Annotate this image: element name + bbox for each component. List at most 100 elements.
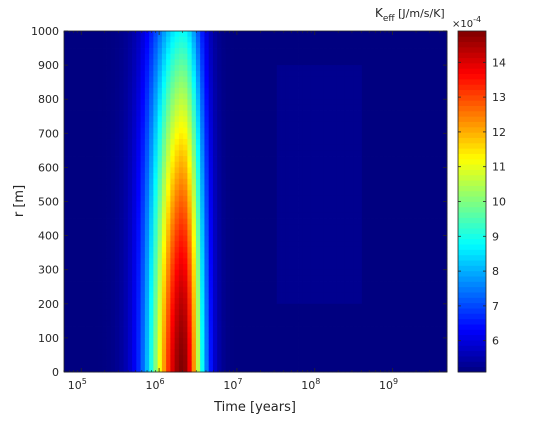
heatmap-cell	[144, 184, 150, 191]
heatmap-cell	[229, 150, 235, 157]
heatmap-cell	[289, 360, 295, 367]
heatmap-cell	[178, 343, 184, 350]
heatmap-cell	[340, 178, 346, 185]
heatmap-cell	[276, 65, 282, 72]
heatmap-cell	[387, 264, 393, 271]
heatmap-cell	[246, 99, 252, 106]
heatmap-cell	[319, 315, 324, 322]
heatmap-cell	[289, 246, 295, 254]
heatmap-cell	[123, 190, 129, 197]
heatmap-cell	[404, 70, 410, 77]
heatmap-cell	[315, 241, 320, 248]
heatmap-cell	[161, 53, 167, 60]
heatmap-cell	[353, 366, 359, 373]
heatmap-cell	[319, 269, 324, 276]
heatmap-cell	[110, 212, 116, 219]
heatmap-cell	[400, 264, 405, 271]
heatmap-cell	[123, 31, 129, 38]
heatmap-cell	[315, 104, 320, 111]
heatmap-cell	[119, 224, 124, 231]
heatmap-cell	[404, 76, 410, 83]
heatmap-cell	[281, 42, 286, 49]
heatmap-cell	[383, 178, 388, 185]
heatmap-cell	[200, 184, 205, 191]
heatmap-cell	[327, 87, 333, 94]
heatmap-cell	[268, 190, 273, 197]
heatmap-cell	[106, 99, 112, 106]
heatmap-cell	[76, 76, 82, 83]
heatmap-cell	[255, 354, 261, 362]
heatmap-cell	[161, 366, 167, 373]
heatmap-cell	[353, 212, 359, 219]
heatmap-cell	[195, 184, 201, 191]
heatmap-cell	[323, 235, 329, 242]
heatmap-cell	[98, 138, 103, 146]
heatmap-cell	[242, 320, 248, 327]
heatmap-cell	[289, 53, 295, 60]
heatmap-cell	[357, 309, 363, 316]
heatmap-cell	[387, 121, 393, 129]
heatmap-cell	[81, 93, 86, 100]
heatmap-cell	[417, 99, 422, 106]
heatmap-cell	[157, 82, 163, 89]
heatmap-cell	[374, 303, 380, 310]
heatmap-cell	[315, 264, 320, 271]
heatmap-cell	[357, 36, 363, 43]
heatmap-cell	[255, 76, 261, 83]
heatmap-cell	[293, 264, 299, 271]
heatmap-cell	[289, 281, 295, 288]
heatmap-cell	[93, 59, 99, 66]
heatmap-cell	[72, 320, 78, 327]
heatmap-cell	[89, 87, 95, 94]
heatmap-cell	[298, 42, 303, 49]
heatmap-cell	[340, 281, 346, 288]
heatmap-cell	[302, 235, 307, 242]
heatmap-cell	[302, 258, 307, 265]
heatmap-cell	[374, 315, 380, 322]
heatmap-cell	[132, 190, 137, 197]
heatmap-cell	[246, 275, 252, 282]
heatmap-cell	[85, 178, 90, 185]
heatmap-cell	[127, 349, 133, 356]
heatmap-cell	[64, 366, 69, 373]
heatmap-cell	[259, 303, 265, 310]
heatmap-cell	[102, 99, 107, 106]
heatmap-cell	[221, 70, 227, 77]
heatmap-cell	[119, 207, 124, 214]
heatmap-cell	[391, 218, 397, 225]
heatmap-cell	[412, 343, 418, 350]
heatmap-cell	[310, 298, 316, 305]
heatmap-cell	[72, 65, 78, 72]
heatmap-cell	[412, 110, 418, 117]
heatmap-cell	[191, 349, 197, 356]
heatmap-cell	[127, 31, 133, 38]
heatmap-cell	[170, 332, 176, 339]
heatmap-cell	[225, 241, 231, 248]
heatmap-cell	[336, 104, 342, 111]
heatmap-cell	[102, 320, 107, 327]
heatmap-cell	[221, 156, 227, 163]
heatmap-cell	[417, 53, 422, 60]
heatmap-cell	[349, 275, 354, 282]
heatmap-cell	[81, 252, 86, 259]
heatmap-cell	[72, 82, 78, 89]
heatmap-cell	[412, 366, 418, 373]
heatmap-cell	[332, 252, 337, 259]
heatmap-cell	[191, 104, 197, 111]
heatmap-cell	[251, 173, 256, 180]
heatmap-cell	[170, 127, 176, 134]
heatmap-cell	[357, 337, 363, 344]
heatmap-cell	[293, 42, 299, 49]
heatmap-cell	[412, 269, 418, 276]
heatmap-cell	[166, 337, 171, 344]
heatmap-cell	[242, 53, 248, 60]
heatmap-cell	[400, 70, 405, 77]
heatmap-cell	[285, 298, 290, 305]
heatmap-cell	[289, 156, 295, 163]
heatmap-cell	[327, 281, 333, 288]
heatmap-cell	[191, 201, 197, 208]
heatmap-cell	[306, 366, 312, 373]
heatmap-cell	[268, 303, 273, 310]
heatmap-cell	[170, 303, 176, 310]
heatmap-cell	[344, 309, 350, 316]
